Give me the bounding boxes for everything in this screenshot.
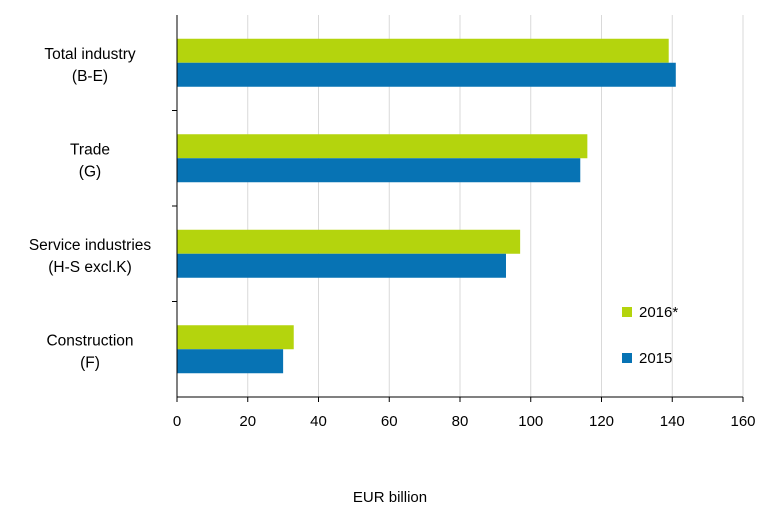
bar-2015-0	[177, 62, 676, 87]
category-label: Trade	[70, 141, 110, 158]
category-label: (F)	[80, 354, 100, 371]
legend: 2016* 2015	[622, 304, 678, 367]
x-tick-label: 20	[239, 413, 256, 430]
bar-2015-1	[177, 158, 581, 183]
bar-2016-2	[177, 229, 521, 254]
category-label: (B-E)	[72, 68, 108, 85]
x-tick-label: 100	[518, 413, 543, 430]
legend-label: 2015	[639, 350, 672, 367]
x-tick-label: 120	[589, 413, 614, 430]
bar-2016-0	[177, 38, 669, 63]
x-tick-label: 40	[310, 413, 327, 430]
category-label: Service industries	[29, 237, 152, 254]
legend-swatch	[622, 353, 632, 363]
bars	[177, 38, 676, 374]
bar-2015-2	[177, 253, 506, 278]
x-tick-label: 0	[173, 413, 181, 430]
bar-2016-3	[177, 325, 294, 350]
x-tick-label: 140	[660, 413, 685, 430]
x-tick-label: 160	[730, 413, 755, 430]
bar-2016-1	[177, 134, 588, 159]
category-label: Total industry	[44, 46, 136, 63]
category-label: (G)	[79, 163, 101, 180]
legend-swatch	[622, 307, 632, 317]
x-tick-label: 80	[452, 413, 469, 430]
bar-2015-3	[177, 349, 284, 374]
category-labels: Total industry (B-E) Trade (G) Service indus…	[29, 46, 152, 372]
x-axis-label: EUR billion	[353, 489, 427, 506]
axes	[172, 15, 744, 402]
x-tick-label: 60	[381, 413, 398, 430]
category-label: Construction	[46, 332, 133, 349]
legend-label: 2016*	[639, 304, 678, 321]
x-tick-labels: 0 20 40 60 80 100 120 140 160	[173, 413, 756, 430]
category-label: (H-S excl.K)	[48, 259, 132, 276]
